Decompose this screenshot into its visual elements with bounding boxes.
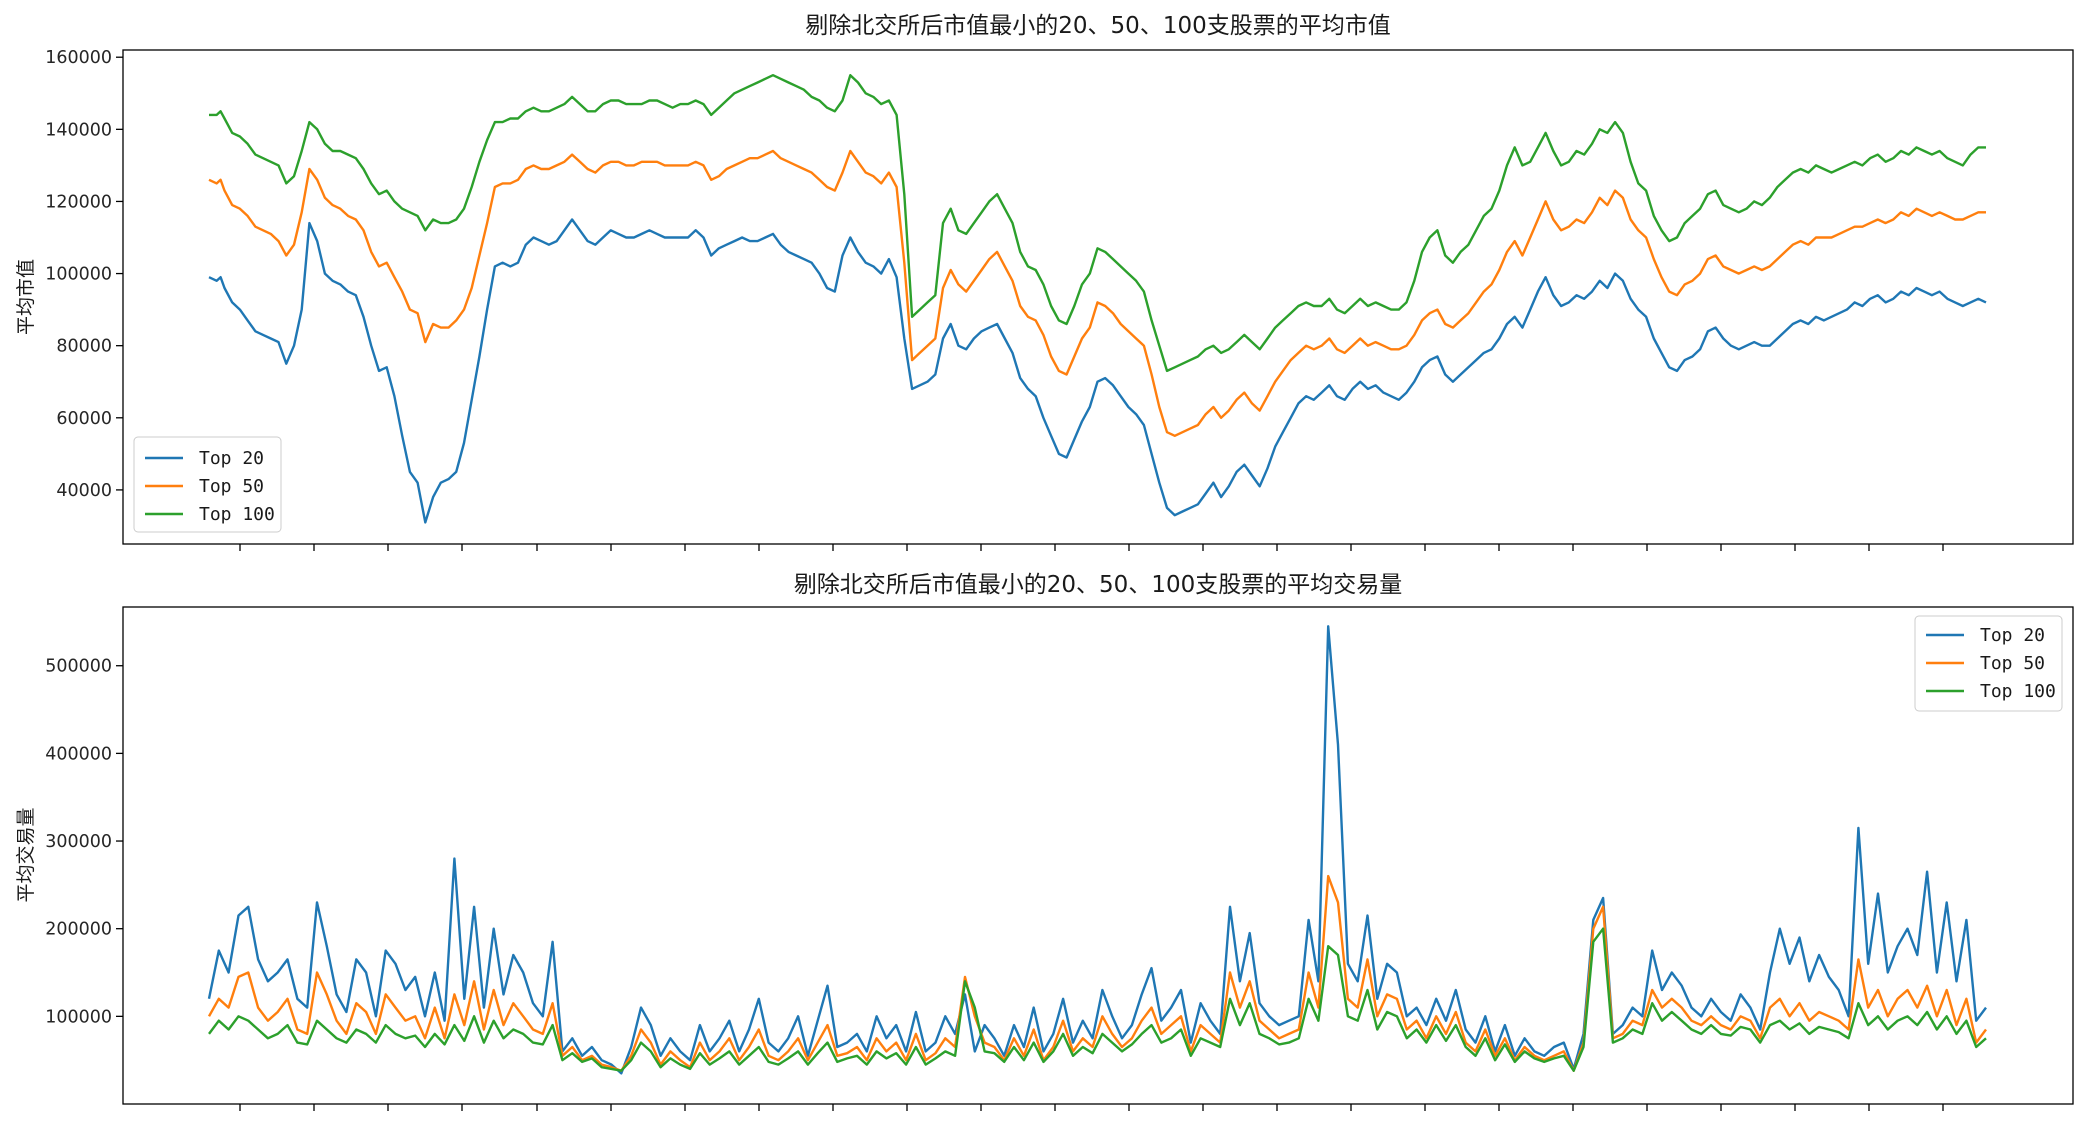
y-tick-label: 100000: [45, 1007, 112, 1027]
y-axis-ticks: 100000 200000 300000 400000 500000: [45, 657, 123, 1027]
series-lines: [208, 74, 1987, 524]
series-line-top20: [207, 625, 1987, 1075]
y-tick-label: 400000: [45, 744, 112, 764]
y-tick-label: 100000: [45, 265, 112, 285]
legend-label-top100: Top 100: [199, 504, 275, 525]
legend: Top 20 Top 50 Top 100: [133, 436, 282, 533]
chart-title: 剔除北交所后市值最小的20、50、100支股票的平均市值: [805, 13, 1390, 39]
series-line-top20: [208, 218, 1987, 524]
y-tick-label: 60000: [56, 409, 112, 429]
y-tick-label: 120000: [45, 192, 112, 212]
y-axis-ticks: 40000 60000 80000 100000 120000 140000 160000: [45, 48, 123, 501]
series-lines: [207, 625, 1987, 1075]
series-line-top50: [207, 874, 1987, 1072]
y-tick-label: 160000: [45, 48, 112, 68]
plot-area: [122, 606, 2074, 1105]
market-cap-chart: 剔除北交所后市值最小的20、50、100支股票的平均市值 平均市值 40000 6…: [15, 13, 2074, 551]
legend-label-top50: Top 50: [1980, 653, 2045, 674]
y-tick-label: 140000: [45, 120, 112, 140]
legend-box: [1914, 615, 2063, 712]
legend-label-top50: Top 50: [199, 476, 264, 497]
x-axis-ticks: [239, 1104, 1944, 1111]
chart-title: 剔除北交所后市值最小的20、50、100支股票的平均交易量: [794, 572, 1402, 598]
legend-label-top20: Top 20: [1980, 625, 2045, 646]
y-axis-label: 平均市值: [15, 259, 37, 335]
x-axis-ticks: [239, 544, 1944, 551]
y-axis-label: 平均交易量: [15, 807, 37, 902]
legend: Top 20 Top 50 Top 100: [1914, 615, 2063, 712]
series-line-top50: [208, 149, 1986, 437]
y-tick-label: 200000: [45, 920, 112, 940]
y-tick-label: 300000: [45, 832, 112, 852]
y-tick-label: 500000: [45, 657, 112, 677]
y-tick-label: 80000: [56, 337, 112, 357]
legend-label-top20: Top 20: [199, 448, 264, 469]
plot-area: [122, 49, 2074, 545]
series-line-top100: [208, 927, 1987, 1072]
legend-box: [133, 436, 282, 533]
volume-chart: 剔除北交所后市值最小的20、50、100支股票的平均交易量 平均交易量 1000…: [15, 572, 2074, 1111]
y-tick-label: 40000: [56, 481, 112, 501]
series-line-top100: [209, 74, 1986, 373]
legend-label-top100: Top 100: [1980, 681, 2056, 702]
